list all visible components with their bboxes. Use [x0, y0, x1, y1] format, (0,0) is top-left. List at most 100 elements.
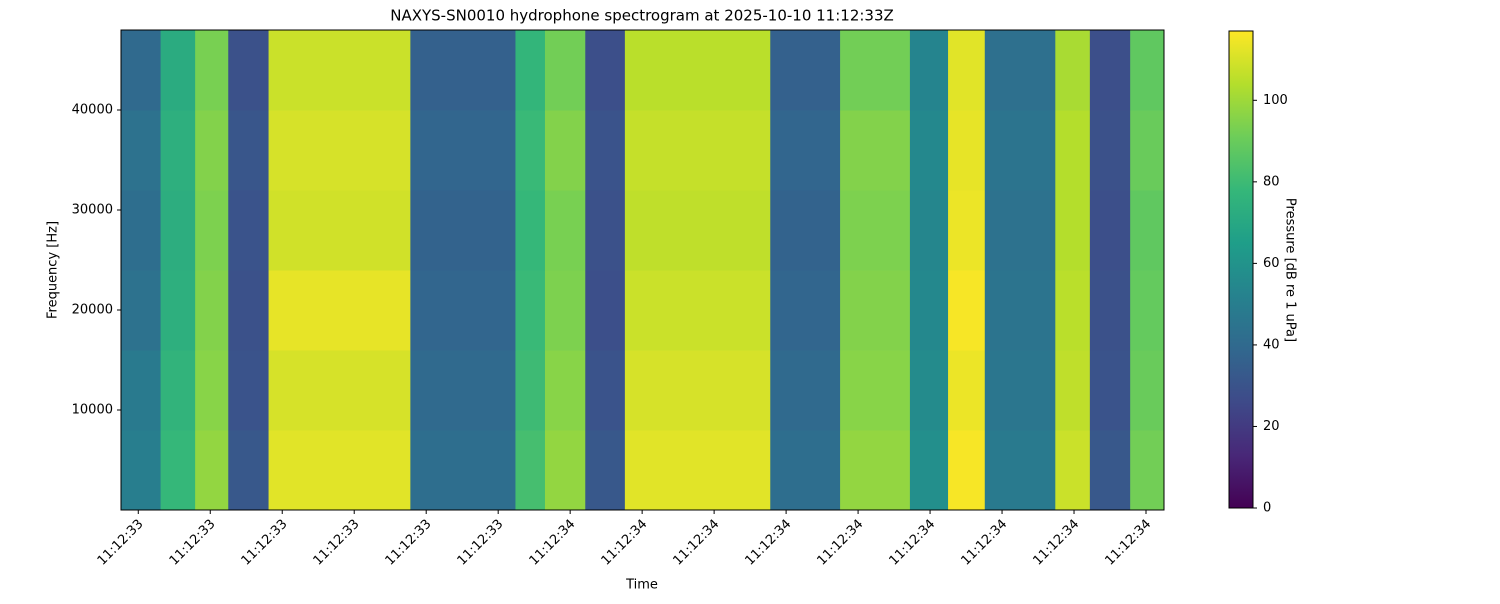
heatmap-cell [410, 430, 516, 511]
heatmap-cell [195, 430, 229, 511]
colorbar-tick-label: 80 [1263, 174, 1280, 189]
chart-title: NAXYS-SN0010 hydrophone spectrogram at 2… [390, 7, 894, 25]
colorbar-tick-label: 0 [1263, 501, 1271, 516]
heatmap-cell [268, 270, 411, 351]
x-tick-label: 11:12:34 [743, 517, 795, 569]
heatmap-cell [515, 190, 546, 271]
heatmap-cell [228, 350, 270, 431]
heatmap-cell [984, 190, 1056, 271]
heatmap-cell [770, 190, 841, 271]
x-tick-label: 11:12:33 [239, 517, 291, 569]
heatmap-cell [195, 110, 229, 191]
heatmap-cell [585, 350, 626, 431]
heatmap-cell [770, 350, 841, 431]
colorbar-label: Pressure [dB re 1 uPa] [1283, 198, 1298, 342]
heatmap-cell [1055, 30, 1091, 111]
heatmap-cell [121, 430, 162, 511]
x-tick-label: 11:12:34 [527, 517, 579, 569]
y-tick-label: 40000 [72, 103, 113, 118]
x-tick-label: 11:12:33 [95, 517, 147, 569]
x-tick-label: 11:12:34 [1102, 517, 1154, 569]
x-tick-label: 11:12:34 [958, 517, 1010, 569]
heatmap-cell [1055, 190, 1091, 271]
heatmap-cell [515, 350, 546, 431]
heatmap-cell [948, 190, 986, 271]
heatmap-cell [544, 30, 586, 111]
heatmap-cell [624, 110, 771, 191]
heatmap-cell [585, 430, 626, 511]
heatmap-cell [624, 270, 771, 351]
heatmap-cell [1130, 190, 1165, 271]
heatmap-cell [544, 350, 586, 431]
colorbar-tick-label: 20 [1263, 419, 1280, 434]
heatmap-cell [1130, 350, 1165, 431]
heatmap-cell [624, 190, 771, 271]
x-tick-label: 11:12:33 [383, 517, 435, 569]
heatmap-cell [228, 110, 270, 191]
heatmap-cell [1130, 430, 1165, 511]
heatmap-cell [121, 110, 162, 191]
heatmap-cell [840, 110, 911, 191]
heatmap-cell [840, 30, 911, 111]
x-tick-label: 11:12:34 [886, 517, 938, 569]
heatmap-cell [515, 270, 546, 351]
heatmap-cell [410, 110, 516, 191]
heatmap-cell [909, 110, 949, 191]
heatmap-cell [160, 350, 196, 431]
heatmap-cell [1130, 110, 1165, 191]
heatmap-cell [984, 110, 1056, 191]
x-tick-label: 11:12:33 [311, 517, 363, 569]
heatmap-cell [410, 190, 516, 271]
heatmap-cell [948, 350, 986, 431]
heatmap-cell [1130, 270, 1165, 351]
heatmap-cell [909, 270, 949, 351]
x-tick-label: 11:12:34 [814, 517, 866, 569]
heatmap-cell [1089, 30, 1131, 111]
x-tick-label: 11:12:34 [599, 517, 651, 569]
heatmap-cell [1089, 270, 1131, 351]
heatmap-cell [544, 270, 586, 351]
heatmap-cell [948, 30, 986, 111]
x-axis-label: Time [625, 578, 658, 593]
heatmap-cell [770, 430, 841, 511]
heatmap-cell [410, 270, 516, 351]
heatmap-cell [948, 270, 986, 351]
heatmap-cell [1055, 110, 1091, 191]
heatmap-cell [544, 110, 586, 191]
colorbar-tick-label: 60 [1263, 256, 1280, 271]
heatmap-cell [268, 110, 411, 191]
heatmap-cell [515, 110, 546, 191]
heatmap-cell [268, 350, 411, 431]
heatmap-cell [624, 430, 771, 511]
x-tick-label: 11:12:33 [167, 517, 219, 569]
heatmap-cell [585, 110, 626, 191]
heatmap-cell [909, 190, 949, 271]
heatmap-cell [228, 430, 270, 511]
heatmap-cell [268, 190, 411, 271]
y-axis-label: Frequency [Hz] [46, 221, 61, 319]
heatmap-cell [121, 190, 162, 271]
heatmap-cell [840, 350, 911, 431]
heatmap-cell [840, 430, 911, 511]
heatmap-cell [1130, 30, 1165, 111]
heatmap-cell [948, 430, 986, 511]
heatmap-cell [1089, 350, 1131, 431]
heatmap-cell [909, 30, 949, 111]
heatmap-cell [1055, 430, 1091, 511]
heatmap-cell [515, 430, 546, 511]
heatmap-cell [195, 190, 229, 271]
x-tick-label: 11:12:33 [455, 517, 507, 569]
heatmap-cell [228, 270, 270, 351]
heatmap-cell [195, 270, 229, 351]
heatmap-cell [770, 110, 841, 191]
heatmap-cell [1089, 430, 1131, 511]
heatmap-cell [624, 350, 771, 431]
heatmap-cell [160, 190, 196, 271]
heatmap-cell [624, 30, 771, 111]
heatmap-cell [544, 190, 586, 271]
heatmap-cell [268, 430, 411, 511]
heatmap-cell [160, 430, 196, 511]
heatmap-cell [840, 190, 911, 271]
heatmap-cell [410, 350, 516, 431]
